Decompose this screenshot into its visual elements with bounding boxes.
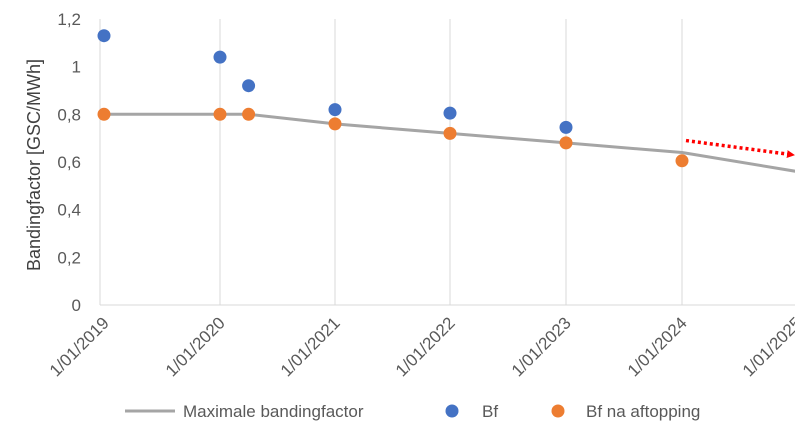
x-tick-label: 1/01/2019	[46, 313, 113, 380]
y-tick-label: 0,2	[57, 248, 81, 267]
y-tick-label: 1,2	[57, 10, 81, 29]
point-bf	[443, 106, 457, 120]
y-tick-label: 0,4	[57, 201, 81, 220]
point-bf-na-aftopping	[213, 107, 227, 121]
legend-swatch-bf-na-aftopping	[551, 404, 565, 418]
point-bf-na-aftopping	[559, 136, 573, 150]
trend-arrow	[685, 138, 795, 159]
x-tick-label: 1/01/2025	[739, 313, 795, 380]
point-bf	[97, 29, 111, 43]
y-tick-label: 1	[72, 58, 81, 77]
y-axis-label: Bandingfactor [GSC/MWh]	[24, 59, 44, 271]
y-tick-label: 0,8	[57, 105, 81, 124]
x-tick-label: 1/01/2020	[162, 313, 229, 380]
point-bf-na-aftopping	[242, 107, 256, 121]
gridlines	[219, 19, 683, 305]
series-points	[97, 29, 689, 168]
x-tick-label: 1/01/2023	[508, 313, 575, 380]
point-bf	[559, 120, 573, 134]
x-tick-label: 1/01/2021	[277, 313, 344, 380]
point-bf	[213, 50, 227, 64]
point-bf-na-aftopping	[675, 154, 689, 168]
y-tick-label: 0	[72, 296, 81, 315]
legend-swatch-bf	[445, 404, 459, 418]
y-tick-labels: 0 0,2 0,4 0,6 0,8 1 1,2	[57, 10, 81, 315]
point-bf-na-aftopping	[328, 117, 342, 131]
point-bf	[242, 79, 256, 93]
y-tick-label: 0,6	[57, 153, 81, 172]
annotations	[685, 138, 795, 159]
x-tick-labels: 1/01/2019 1/01/2020 1/01/2021 1/01/2022 1/01…	[46, 313, 795, 380]
legend: Maximale bandingfactor Bf Bf na aftopping	[125, 402, 700, 421]
point-bf	[328, 103, 342, 117]
axes	[99, 19, 795, 306]
legend-label: Bf na aftopping	[586, 402, 700, 421]
legend-label: Maximale bandingfactor	[183, 402, 364, 421]
legend-label: Bf	[482, 402, 498, 421]
x-tick-label: 1/01/2022	[392, 313, 459, 380]
x-tick-label: 1/01/2024	[624, 313, 691, 380]
point-bf-na-aftopping	[443, 126, 457, 140]
point-bf-na-aftopping	[97, 107, 111, 121]
